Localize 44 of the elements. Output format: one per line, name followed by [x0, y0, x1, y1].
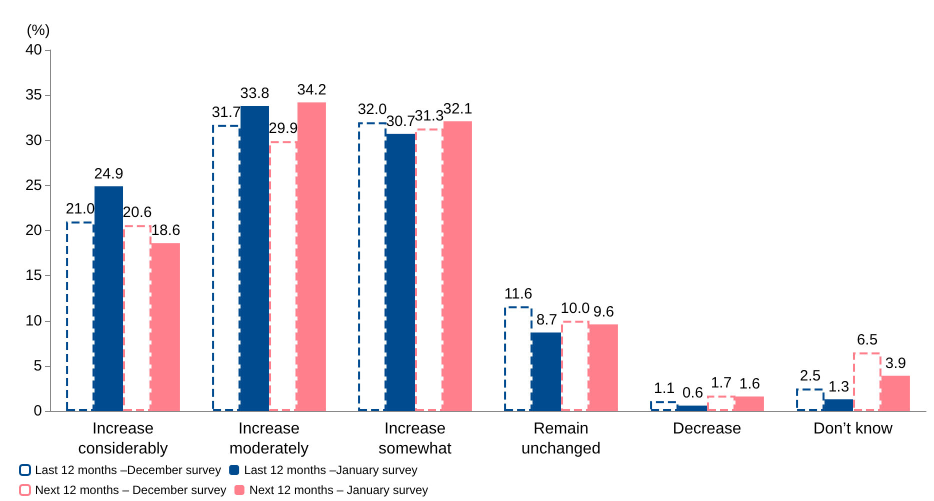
data-label: 1.6 — [739, 376, 760, 393]
y-tick-label: 30 — [25, 132, 42, 149]
y-tick-label: 35 — [25, 86, 42, 104]
data-label: 8.7 — [536, 311, 558, 328]
y-tick-label: 5 — [34, 357, 42, 374]
data-label: 0.6 — [682, 384, 704, 402]
data-label: 1.7 — [710, 374, 732, 392]
data-label: 21.0 — [66, 200, 95, 218]
data-label: 18.6 — [151, 222, 180, 240]
data-label: 30.7 — [386, 112, 416, 130]
data-label: 1.1 — [654, 380, 675, 398]
data-label: 9.6 — [593, 303, 614, 320]
x-tick-label: Increase somewhat — [378, 420, 452, 458]
data-label: 1.3 — [828, 378, 850, 396]
data-label: 20.6 — [122, 204, 152, 222]
data-label: 32.0 — [358, 101, 387, 118]
data-label: 29.9 — [268, 120, 298, 138]
y-tick-label: 10 — [25, 312, 42, 330]
legend-label: Next 12 months – January survey — [249, 483, 428, 497]
legend-label: Last 12 months –December survey — [35, 463, 222, 477]
y-tick-label: 15 — [25, 267, 42, 284]
data-label: 34.2 — [297, 81, 326, 98]
legend-label: Next 12 months – December survey — [35, 483, 226, 497]
y-tick-label: 25 — [25, 176, 42, 194]
data-label: 33.8 — [240, 84, 270, 102]
y-axis-title: (%) — [26, 22, 50, 39]
data-label: 32.1 — [443, 100, 472, 118]
x-tick-label: Increase moderately — [229, 420, 309, 458]
y-tick-label: 20 — [25, 222, 42, 239]
x-tick-label: Remain unchanged — [521, 420, 601, 458]
data-label: 31.3 — [414, 108, 444, 125]
data-label: 6.5 — [856, 331, 878, 348]
y-tick-label: 0 — [34, 402, 42, 420]
data-label: 2.5 — [800, 367, 821, 384]
x-tick-label: Increase considerably — [78, 420, 168, 458]
legend-label: Last 12 months –January survey — [244, 463, 418, 477]
x-tick-label: Decrease — [672, 420, 742, 438]
data-label: 3.9 — [885, 354, 906, 372]
y-tick-label: 40 — [25, 42, 42, 58]
data-label: 11.6 — [504, 285, 532, 302]
data-label: 10.0 — [560, 300, 590, 317]
x-tick-label: Don’t know — [813, 420, 894, 438]
data-label: 24.9 — [94, 165, 124, 182]
data-label: 31.7 — [212, 104, 241, 121]
